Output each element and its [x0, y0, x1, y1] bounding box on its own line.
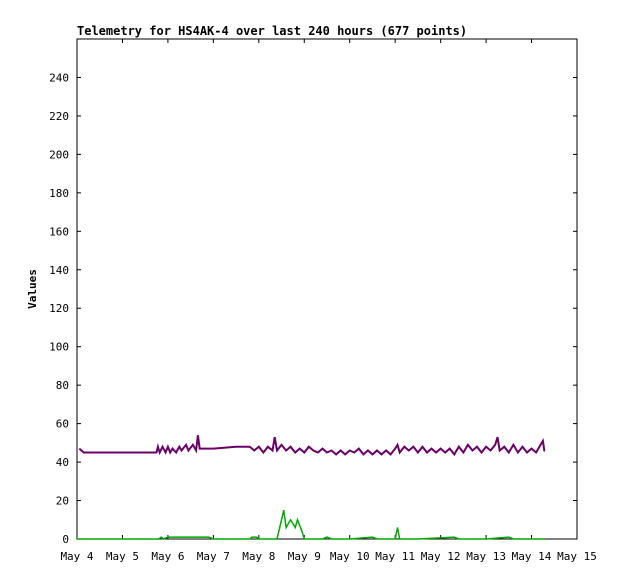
x-tick-label: May 5	[106, 550, 139, 563]
x-tick-label: May 8	[242, 550, 275, 563]
series-line	[77, 510, 546, 540]
y-tick-label: 200	[49, 148, 69, 161]
x-tick-label: May 4	[60, 550, 93, 563]
x-tick-label: May 12	[421, 550, 461, 563]
y-axis-label: Values	[26, 269, 39, 309]
y-tick-label: 240	[49, 71, 69, 84]
y-axis: 0 20 40 60 80 100 120 140 160 180 200 220 240	[49, 71, 577, 546]
series-line	[78, 435, 546, 457]
y-tick-label: 60	[56, 418, 69, 431]
y-tick-label: 220	[49, 110, 69, 123]
y-tick-label: 40	[56, 456, 69, 469]
plot-area	[76, 38, 578, 540]
y-tick-label: 0	[62, 533, 69, 546]
y-tick-label: 140	[49, 264, 69, 277]
x-axis: May 4 May 5 May 6 May 7 May 8 May 9 May 10 May …	[60, 39, 597, 563]
x-tick-label: May 14	[512, 550, 552, 563]
y-tick-label: 120	[49, 302, 69, 315]
x-tick-label: May 10	[330, 550, 370, 563]
y-tick-label: 20	[56, 495, 69, 508]
chart-title: Telemetry for HS4AK-4 over last 240 hour…	[77, 24, 467, 38]
y-tick-label: 160	[49, 225, 69, 238]
x-tick-label: May 15	[557, 550, 597, 563]
x-tick-label: May 9	[288, 550, 321, 563]
x-tick-label: May 7	[197, 550, 230, 563]
x-tick-label: May 13	[466, 550, 506, 563]
x-tick-label: May 11	[375, 550, 415, 563]
y-tick-label: 180	[49, 187, 69, 200]
x-tick-label: May 6	[151, 550, 184, 563]
y-tick-label: 100	[49, 341, 69, 354]
series-group	[77, 435, 546, 540]
y-tick-label: 80	[56, 379, 69, 392]
